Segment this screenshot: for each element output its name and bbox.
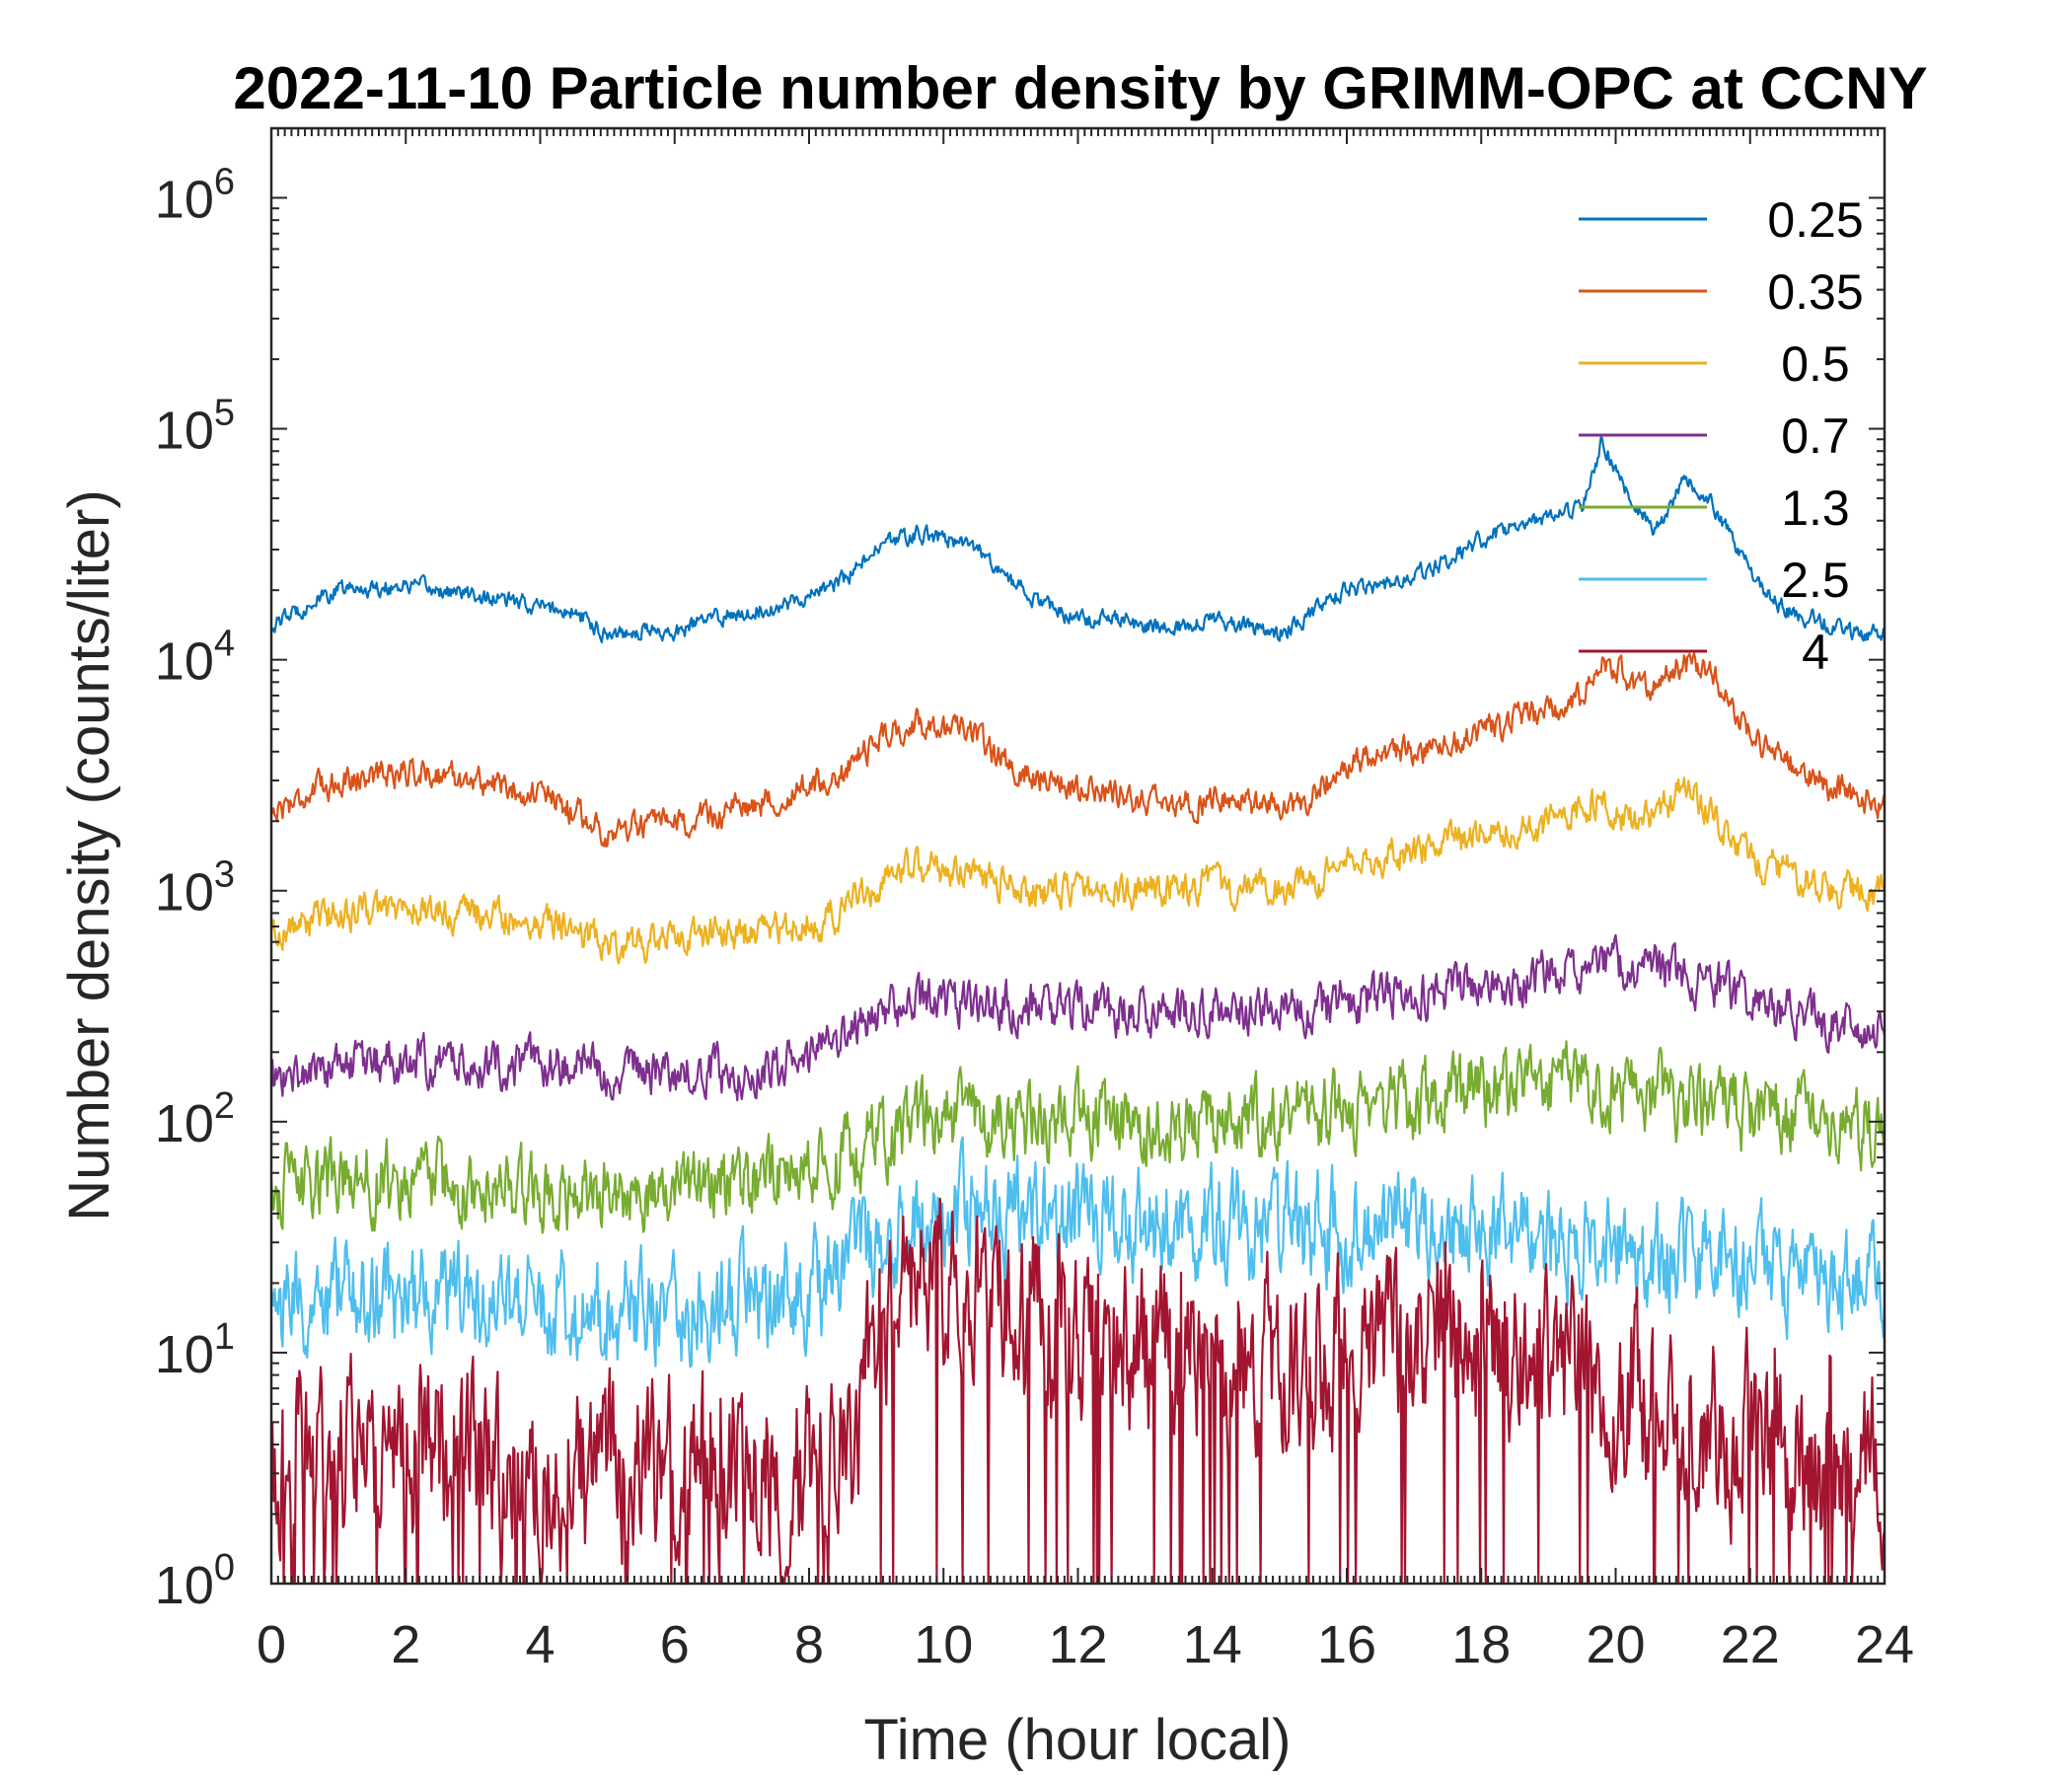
y-tick-label: 102 — [155, 1085, 235, 1153]
y-tick-exponent: 1 — [214, 1316, 235, 1358]
y-tick-exponent: 4 — [214, 624, 235, 665]
y-tick-base: 10 — [155, 632, 214, 692]
x-tick-label: 4 — [525, 1615, 555, 1674]
x-tick-label: 22 — [1721, 1615, 1780, 1674]
x-tick-label: 10 — [914, 1615, 973, 1674]
x-tick-label: 24 — [1855, 1615, 1914, 1674]
y-tick-label: 106 — [155, 161, 235, 229]
legend: 0.25 0.35 0.5 0.7 1.3 2.5 4 — [1579, 192, 1864, 680]
y-tick-exponent: 5 — [214, 393, 235, 434]
series-line-0-35 — [270, 652, 1887, 849]
legend-label: 0.7 — [1781, 408, 1850, 464]
x-axis-label: Time (hour local) — [864, 1708, 1292, 1772]
series-line-0-25 — [269, 435, 1887, 644]
legend-label: 0.35 — [1767, 264, 1863, 320]
ticks-layer: 0 2 4 6 8 10 12 14 16 18 20 22 241001011021031041051… — [155, 127, 1914, 1674]
x-tick-label: 18 — [1451, 1615, 1511, 1674]
y-tick-base: 10 — [155, 170, 214, 229]
x-tick-label: 8 — [794, 1615, 824, 1674]
x-tick-label: 14 — [1183, 1615, 1242, 1674]
x-tick-label: 16 — [1317, 1615, 1376, 1674]
legend-label: 0.5 — [1781, 336, 1850, 392]
y-tick-base: 10 — [155, 1556, 214, 1615]
y-tick-label: 100 — [155, 1547, 235, 1615]
x-tick-label: 12 — [1048, 1615, 1107, 1674]
y-axis-label: Number density (counts/liter) — [57, 489, 121, 1221]
legend-label: 1.3 — [1781, 481, 1850, 536]
y-tick-exponent: 6 — [214, 161, 235, 202]
y-tick-exponent: 3 — [214, 854, 235, 896]
y-tick-base: 10 — [155, 863, 214, 923]
x-tick-label: 2 — [391, 1615, 420, 1674]
x-tick-label: 0 — [257, 1615, 286, 1674]
series-line-0-5 — [269, 777, 1887, 965]
y-tick-label: 104 — [155, 624, 235, 692]
y-tick-base: 10 — [155, 1094, 214, 1153]
legend-label: 4 — [1802, 625, 1829, 680]
y-tick-label: 105 — [155, 393, 235, 461]
x-tick-label: 6 — [660, 1615, 690, 1674]
y-tick-exponent: 2 — [214, 1085, 235, 1127]
y-tick-label: 103 — [155, 854, 235, 923]
y-tick-exponent: 0 — [214, 1547, 235, 1589]
legend-label: 0.25 — [1767, 192, 1863, 248]
axes-box — [269, 126, 1887, 1586]
series-line-1-3 — [269, 1040, 1887, 1234]
y-tick-label: 101 — [155, 1316, 235, 1384]
series-line-2-5 — [269, 1136, 1887, 1369]
y-tick-base: 10 — [155, 402, 214, 461]
chart-title: 2022-11-10 Particle number density by GR… — [233, 55, 1927, 121]
y-tick-base: 10 — [155, 1325, 214, 1384]
series-line-0-7 — [269, 933, 1887, 1102]
series-layer — [269, 435, 1887, 1586]
x-tick-label: 20 — [1586, 1615, 1645, 1674]
legend-label: 2.5 — [1781, 553, 1850, 608]
